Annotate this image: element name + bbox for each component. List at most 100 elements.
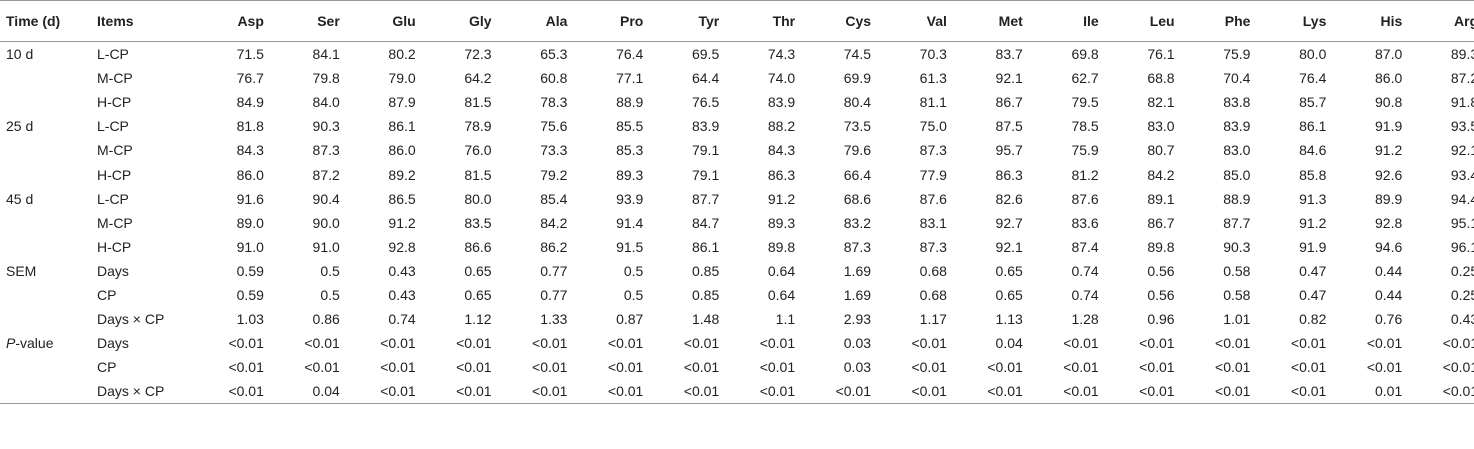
value-cell: <0.01 [683,335,720,352]
value-cell: 76.4 [616,46,644,63]
value-cell: 75.0 [919,118,947,135]
value-cell: <0.01 [228,335,264,352]
value-cell: 85.7 [1299,94,1327,111]
value-cell: 76.5 [691,94,720,111]
item-cell: CP [97,359,117,376]
value-cell: 92.7 [995,214,1023,231]
value-cell: 81.5 [464,166,492,183]
value-cell: 1.48 [691,311,720,328]
value-cell: 0.65 [995,262,1023,279]
value-cell: 0.43 [388,262,416,279]
value-cell: 0.77 [540,262,568,279]
value-cell: <0.01 [1063,335,1099,352]
value-cell: 92.8 [1375,214,1403,231]
value-cell: 61.3 [919,70,947,87]
value-cell: 86.0 [236,166,264,183]
value-cell: 85.0 [1223,166,1251,183]
value-cell: 75.9 [1223,46,1251,63]
value-cell: 87.6 [1071,190,1099,207]
header-cell: Gly [421,0,498,42]
table-row: M-CP 84.3 87.3 86.0 76.0 73.3 85.3 79.1 84.3 79.6… [0,138,1474,162]
group-cell [0,138,91,162]
value-cell: 80.4 [843,94,872,111]
table-header: Time (d) Items Asp Ser Glu Gly Ala Pro T… [0,0,1474,42]
value-cell: 91.2 [388,214,416,231]
value-cell: 79.6 [843,142,872,159]
value-cell: 92.1 [1450,142,1474,159]
value-cell: <0.01 [1256,379,1333,405]
value-cell: 83.7 [995,46,1023,63]
value-cell: <0.01 [759,335,796,352]
value-cell: <0.01 [1366,359,1403,376]
value-cell: 66.4 [843,166,872,183]
value-cell: 87.7 [691,190,720,207]
header-cell: Ser [269,0,346,42]
value-cell: 74.5 [843,46,872,63]
value-cell: 79.8 [312,70,340,87]
value-cell: 0.59 [236,286,264,303]
value-cell: 83.9 [767,94,796,111]
value-cell: 70.3 [919,46,947,63]
value-cell: <0.01 [1290,359,1327,376]
value-cell: 0.03 [843,335,872,352]
value-cell: 89.3 [1450,46,1474,63]
item-cell: Days [97,262,129,279]
value-cell: <0.01 [607,335,644,352]
value-cell: 0.44 [1375,262,1403,279]
value-cell: 85.4 [540,190,568,207]
header-cell: Cys [801,0,878,42]
value-cell: 96.1 [1450,238,1474,255]
value-cell: 86.1 [691,238,720,255]
value-cell: 77.9 [919,166,947,183]
value-cell: 64.2 [464,70,492,87]
table-row: M-CP 89.0 90.0 91.2 83.5 84.2 91.4 84.7 89.3 83.2… [0,211,1474,235]
value-cell: 1.1 [775,311,796,328]
value-cell: 0.74 [1071,286,1099,303]
value-cell: 83.0 [1147,118,1175,135]
value-cell: 86.0 [1375,70,1403,87]
group-cell [0,379,91,405]
value-cell: 79.1 [691,142,720,159]
value-cell: 68.8 [1147,70,1175,87]
value-cell: <0.01 [380,359,416,376]
value-cell: 87.9 [388,94,416,111]
value-cell: <0.01 [532,335,568,352]
value-cell: 0.25 [1450,286,1474,303]
value-cell: 80.0 [1299,46,1327,63]
value-cell: 69.5 [691,46,720,63]
value-cell: <0.01 [607,359,644,376]
group-cell: 25 d [6,118,34,135]
value-cell: 0.85 [691,286,720,303]
value-cell: 93.5 [1450,118,1474,135]
header-cell: Glu [345,0,422,42]
value-cell: 94.6 [1375,238,1403,255]
value-cell: 91.2 [767,190,796,207]
value-cell: 0.68 [919,286,947,303]
value-cell: 0.64 [767,286,796,303]
value-cell: 86.5 [388,190,416,207]
value-cell: <0.01 [456,359,492,376]
value-cell: 91.3 [1299,190,1327,207]
value-cell: 79.1 [691,166,720,183]
value-cell: 0.43 [1450,311,1474,328]
value-cell: <0.01 [380,335,416,352]
value-cell: 89.8 [1147,238,1175,255]
value-cell: 64.4 [691,70,720,87]
value-cell: 78.3 [540,94,568,111]
value-cell: 85.3 [616,142,644,159]
value-cell: 0.04 [269,379,346,405]
header-cell: Lys [1256,0,1333,42]
amino-acid-table: Time (d) Items Asp Ser Glu Gly Ala Pro T… [0,0,1474,405]
value-cell: 83.8 [1223,94,1251,111]
item-cell: H-CP [97,94,132,111]
value-cell: 1.69 [843,286,872,303]
value-cell: 0.85 [691,262,720,279]
value-cell: 92.8 [388,238,416,255]
value-cell: 87.2 [1450,70,1474,87]
value-cell: 1.69 [843,262,872,279]
value-cell: 91.6 [236,190,264,207]
group-cell: P-value [0,331,91,355]
group-cell [0,307,91,331]
value-cell: 0.03 [843,359,872,376]
value-cell: 1.13 [995,311,1023,328]
